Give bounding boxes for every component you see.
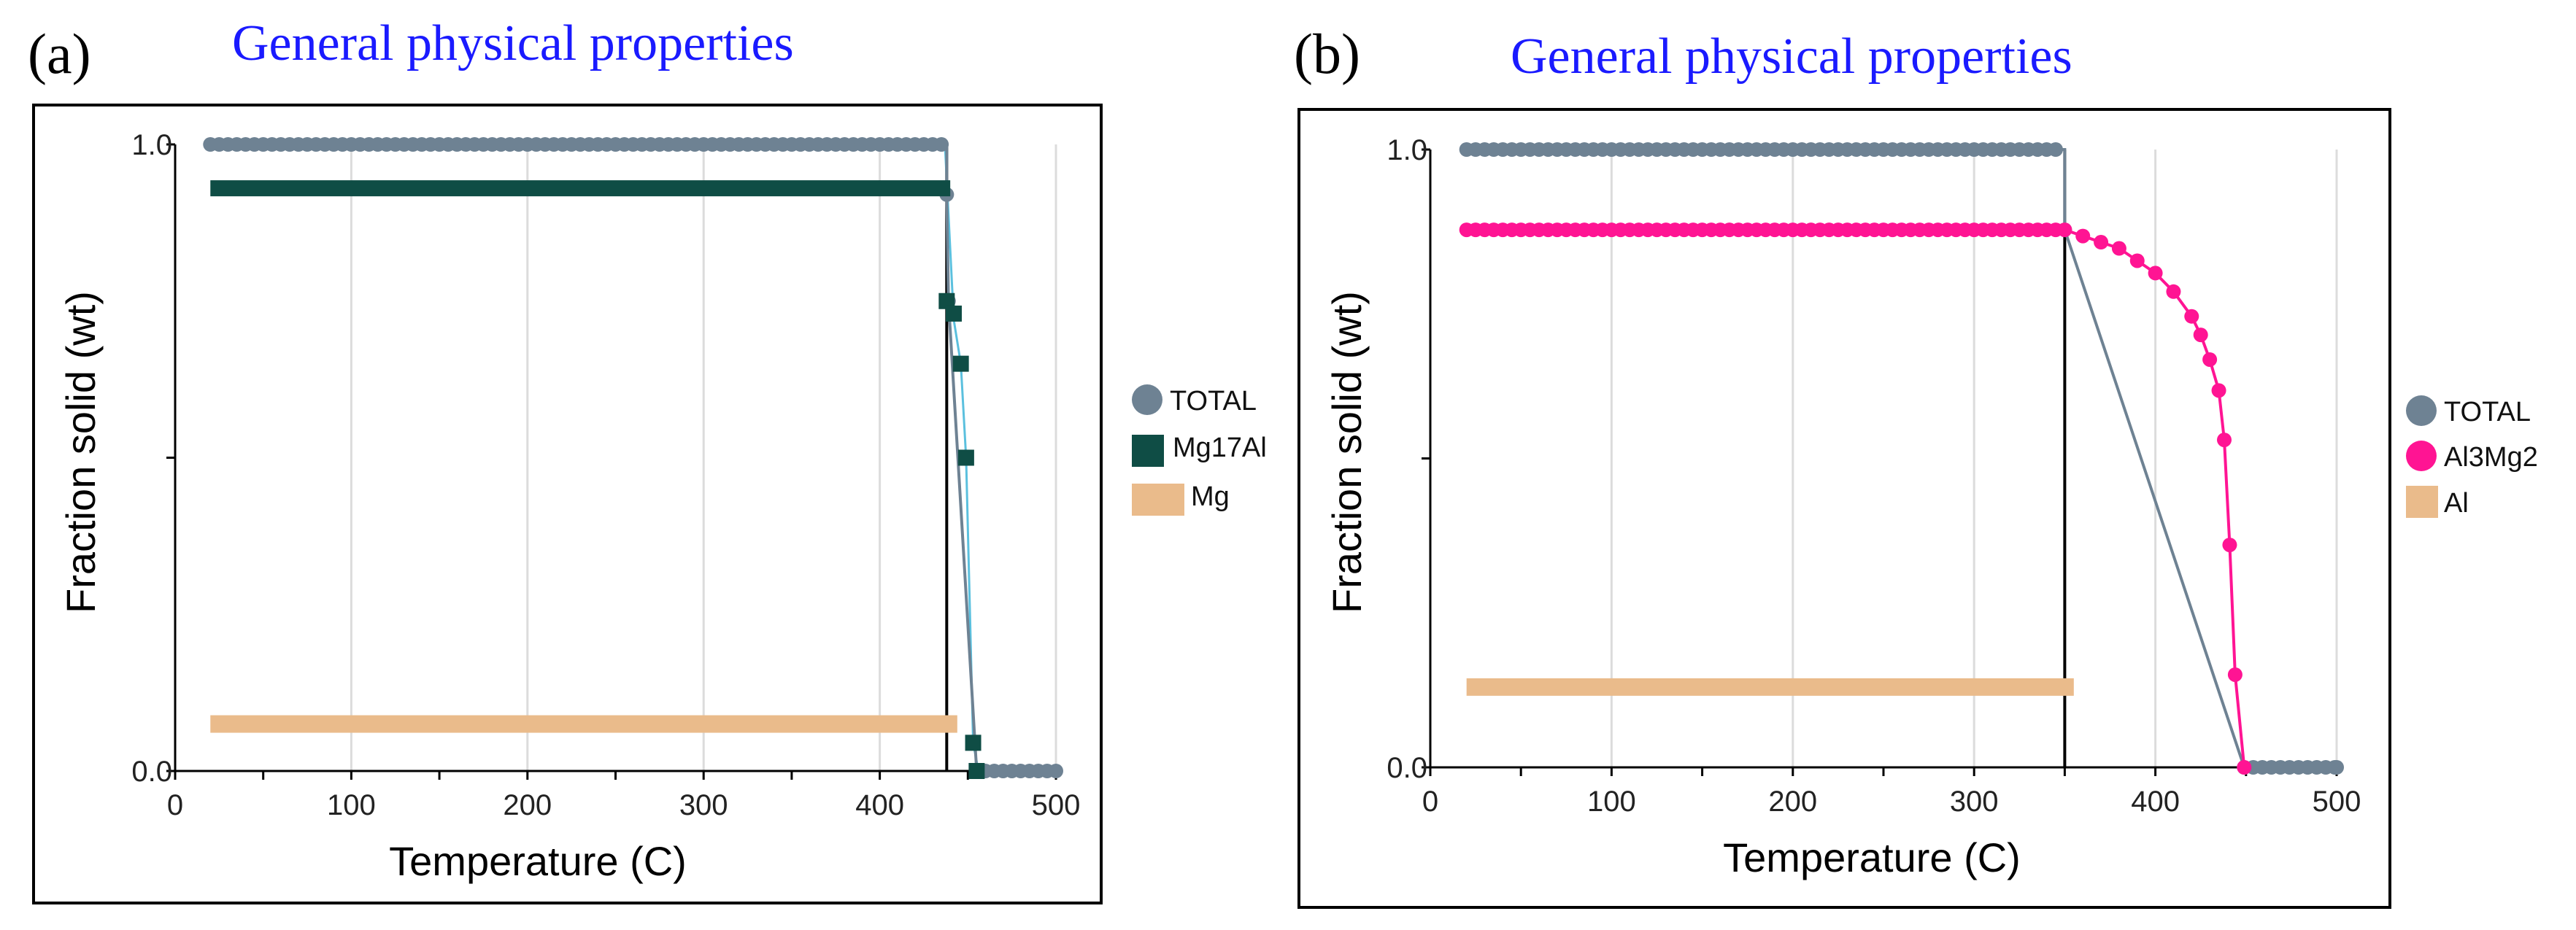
y-tick-labels: 0.0 1.0 <box>131 129 172 788</box>
legend-label-total: TOTAL <box>1170 386 1257 416</box>
gridlines <box>1610 150 2338 767</box>
legend: TOTAL Al3Mg2 Al <box>2406 395 2538 519</box>
data-point-al3mg2 <box>2216 433 2232 448</box>
x-tick-label: 500 <box>2313 786 2361 818</box>
series-line-al3mg2 <box>1466 228 2246 768</box>
legend-label-al: Al <box>2444 488 2469 519</box>
x-tick-label: 400 <box>855 789 904 821</box>
data-point-al3mg2 <box>2075 228 2091 244</box>
y-axis-label: Fraction solid (wt) <box>1324 291 1370 613</box>
y-axis-label: Fraction solid (wt) <box>58 291 104 613</box>
chart-title: General physical properties <box>1511 28 2072 85</box>
x-tick-label: 300 <box>1950 786 1999 818</box>
x-tick-label: 400 <box>2131 786 2180 818</box>
y-tick-labels: 0.0 1.0 <box>1387 134 1427 784</box>
legend-marker-total <box>2406 395 2437 426</box>
series-layer <box>1459 142 2344 775</box>
data-point-total <box>934 137 949 152</box>
legend-marker-al <box>2406 486 2438 518</box>
chart-frame <box>1297 108 2391 909</box>
legend-marker-total <box>1132 384 1162 415</box>
y-tick-label: 0.0 <box>1387 752 1427 784</box>
data-point-mg17al <box>945 305 962 322</box>
gridlines <box>350 144 1057 771</box>
data-point-al3mg2 <box>2202 352 2218 367</box>
chart-b-svg: (b) General physical properties 0 100 20… <box>1294 22 2538 909</box>
series-line-total <box>210 143 1056 772</box>
data-point-mg17al <box>952 355 969 372</box>
data-point-al3mg2 <box>2129 253 2145 268</box>
data-point-al3mg2 <box>2227 667 2243 682</box>
legend-label-al3mg2: Al3Mg2 <box>2444 442 2538 473</box>
legend-label-mg17al: Mg17Al <box>1173 433 1267 463</box>
x-tick-label: 0 <box>1422 786 1438 818</box>
legend: TOTAL Mg17Al Mg <box>1132 384 1267 516</box>
series-bar-mg17al <box>210 180 951 197</box>
panel-label: (b) <box>1294 22 1360 85</box>
legend-label-mg: Mg <box>1191 481 1230 512</box>
panel-label: (a) <box>28 22 91 85</box>
x-tick-label: 200 <box>503 789 552 821</box>
axes <box>1422 148 2338 776</box>
data-point-al3mg2 <box>2184 309 2199 324</box>
x-tick-label: 300 <box>679 789 728 821</box>
data-point-al3mg2 <box>2111 241 2126 256</box>
chart-frame <box>32 104 1103 904</box>
axes <box>166 143 1057 780</box>
series-bar-al <box>1466 678 2074 696</box>
data-point-mg17al <box>957 449 974 466</box>
data-point-al3mg2 <box>2057 222 2072 238</box>
x-tick-label: 0 <box>167 789 183 821</box>
data-point-mg17al <box>968 763 985 779</box>
data-point-al3mg2 <box>2237 760 2252 775</box>
data-point-total <box>2048 142 2063 157</box>
data-point-mg17al <box>938 292 955 309</box>
series-layer <box>203 137 1063 779</box>
data-point-al3mg2 <box>2193 328 2208 343</box>
series-line-total <box>1466 148 2337 769</box>
data-point-total <box>2329 760 2344 775</box>
legend-label-total: TOTAL <box>2444 397 2531 427</box>
data-point-al3mg2 <box>2094 235 2109 250</box>
x-tick-labels: 0 100 200 300 400 500 <box>167 789 1081 821</box>
x-tick-labels: 0 100 200 300 400 500 <box>1422 786 2361 818</box>
data-point-al3mg2 <box>2166 284 2181 299</box>
data-point-total <box>1049 764 1063 778</box>
x-axis-label: Temperature (C) <box>1723 834 2021 880</box>
y-tick-label: 1.0 <box>1387 134 1427 166</box>
x-axis-label: Temperature (C) <box>389 838 687 884</box>
data-point-al3mg2 <box>2148 266 2163 281</box>
x-tick-label: 100 <box>1587 786 1636 818</box>
chart-title: General physical properties <box>232 15 794 71</box>
data-point-al3mg2 <box>2211 383 2226 398</box>
legend-marker-mg <box>1132 484 1184 516</box>
legend-marker-al3mg2 <box>2406 441 2437 471</box>
y-tick-label: 0.0 <box>131 756 172 788</box>
y-tick-label: 1.0 <box>131 129 172 161</box>
chart-a-svg: (a) General physical properties 0 100 20… <box>28 15 1267 904</box>
x-tick-label: 200 <box>1768 786 1817 818</box>
chart-panel-a: (a) General physical properties 0 100 20… <box>28 15 1267 904</box>
chart-panel-b: (b) General physical properties 0 100 20… <box>1288 0 2576 930</box>
x-tick-label: 500 <box>1032 789 1081 821</box>
series-bar-mg <box>210 715 957 733</box>
x-tick-label: 100 <box>327 789 376 821</box>
legend-marker-mg17al <box>1132 435 1164 467</box>
data-point-al3mg2 <box>2222 538 2237 553</box>
data-point-mg17al <box>965 735 982 751</box>
